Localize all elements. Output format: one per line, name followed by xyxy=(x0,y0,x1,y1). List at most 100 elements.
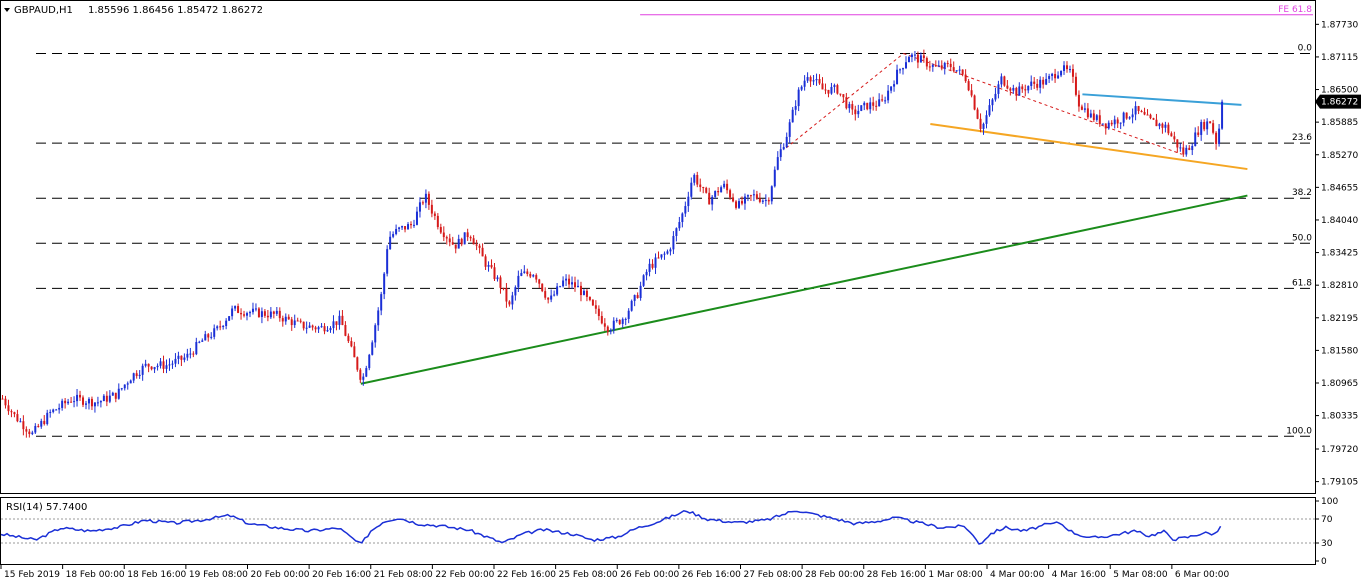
candle-body xyxy=(46,412,49,425)
candle-body xyxy=(269,311,272,318)
price-tick-label: 1.81580 xyxy=(1321,346,1358,356)
candle-body xyxy=(246,313,249,316)
candle-body xyxy=(702,187,705,189)
candle-body xyxy=(439,227,442,233)
candle-body xyxy=(317,327,320,330)
candle-body xyxy=(830,86,833,94)
candle-body xyxy=(588,296,591,300)
candle-body xyxy=(1048,76,1051,79)
current-price-label: 1.86272 xyxy=(1321,98,1358,108)
candle-body xyxy=(535,275,538,280)
candle-body xyxy=(779,149,782,158)
candle-body xyxy=(76,394,79,402)
candle-body xyxy=(153,367,156,370)
dropdown-triangle-icon[interactable] xyxy=(4,8,10,12)
candle-body xyxy=(958,69,961,71)
time-tick-label: 26 Feb 16:00 xyxy=(682,570,741,580)
pattern-dashed-line xyxy=(903,53,1182,155)
candle-body xyxy=(854,109,857,115)
candle-body xyxy=(135,373,138,377)
candle-body xyxy=(272,311,275,314)
candle-body xyxy=(1212,123,1215,133)
candle-body xyxy=(1066,65,1069,70)
candle-body xyxy=(738,201,741,208)
candle-body xyxy=(875,105,878,107)
candle-body xyxy=(776,157,779,170)
price-tick-label: 1.84040 xyxy=(1321,216,1358,226)
candle-body xyxy=(410,224,413,226)
fib-level-label: 50.0 xyxy=(1292,233,1312,243)
candle-body xyxy=(61,400,64,408)
candle-body xyxy=(884,100,887,102)
candle-body xyxy=(785,136,788,148)
candle-body xyxy=(296,320,299,322)
price-tick-label: 1.79105 xyxy=(1321,478,1358,488)
candle-body xyxy=(1015,87,1018,96)
candle-body xyxy=(928,66,931,68)
candle-body xyxy=(401,226,404,228)
price-tick-label: 1.85885 xyxy=(1321,118,1358,128)
candle-body xyxy=(1134,106,1137,115)
candle-body xyxy=(1104,123,1107,129)
candle-body xyxy=(359,369,362,380)
candle-body xyxy=(1215,132,1218,144)
candle-body xyxy=(1051,73,1054,77)
candle-body xyxy=(839,93,842,95)
candle-body xyxy=(442,232,445,238)
candle-body xyxy=(1036,83,1039,88)
price-tick-label: 1.86500 xyxy=(1321,86,1358,96)
candle-body xyxy=(562,280,565,287)
candle-body xyxy=(952,67,955,71)
rsi-axis: 100 70 30 0 xyxy=(1315,497,1338,567)
price-tick-label: 1.84655 xyxy=(1321,183,1358,193)
candle-body xyxy=(770,186,773,202)
candle-body xyxy=(1164,124,1167,128)
candle-body xyxy=(84,403,87,405)
candle-body xyxy=(955,70,958,72)
trendline[interactable] xyxy=(1082,93,1242,106)
candle-body xyxy=(466,232,469,238)
candle-body xyxy=(782,147,785,150)
candle-body xyxy=(1221,101,1224,129)
candle-body xyxy=(105,395,108,402)
pattern-dashed-line xyxy=(785,53,904,149)
candle-body xyxy=(1194,132,1197,146)
candle-body xyxy=(186,353,189,358)
candle-body xyxy=(732,197,735,202)
candle-body xyxy=(392,234,395,237)
candle-body xyxy=(764,200,767,202)
candle-body xyxy=(1116,119,1119,124)
candle-body xyxy=(55,409,58,411)
candle-body xyxy=(916,54,919,63)
candle-body xyxy=(994,93,997,100)
candle-body xyxy=(320,326,323,328)
trendline[interactable] xyxy=(360,194,1248,385)
candle-body xyxy=(67,401,70,404)
candle-body xyxy=(1009,88,1012,91)
candle-body xyxy=(454,244,457,249)
candle-body xyxy=(675,228,678,236)
price-tick-label: 1.79720 xyxy=(1321,445,1358,455)
price-tick-label: 1.87115 xyxy=(1321,53,1358,63)
candle-body xyxy=(740,201,743,204)
candle-body xyxy=(836,85,839,94)
candle-body xyxy=(1030,81,1033,86)
candle-body xyxy=(845,97,848,109)
time-tick-label: 21 Feb 08:00 xyxy=(374,570,433,580)
price-tick-label: 1.85270 xyxy=(1321,151,1358,161)
candle-body xyxy=(257,308,260,318)
candle-body xyxy=(973,95,976,110)
candle-body xyxy=(40,420,43,427)
candle-body xyxy=(338,315,341,325)
candle-body xyxy=(73,401,76,403)
candle-body xyxy=(758,198,761,202)
candle-body xyxy=(526,271,529,274)
price-tick-label: 1.82810 xyxy=(1321,281,1358,291)
candle-body xyxy=(967,81,970,91)
candle-body xyxy=(1206,121,1209,130)
candle-body xyxy=(1068,69,1071,71)
candle-body xyxy=(365,368,368,377)
candle-body xyxy=(4,398,7,406)
candle-body xyxy=(293,320,296,326)
